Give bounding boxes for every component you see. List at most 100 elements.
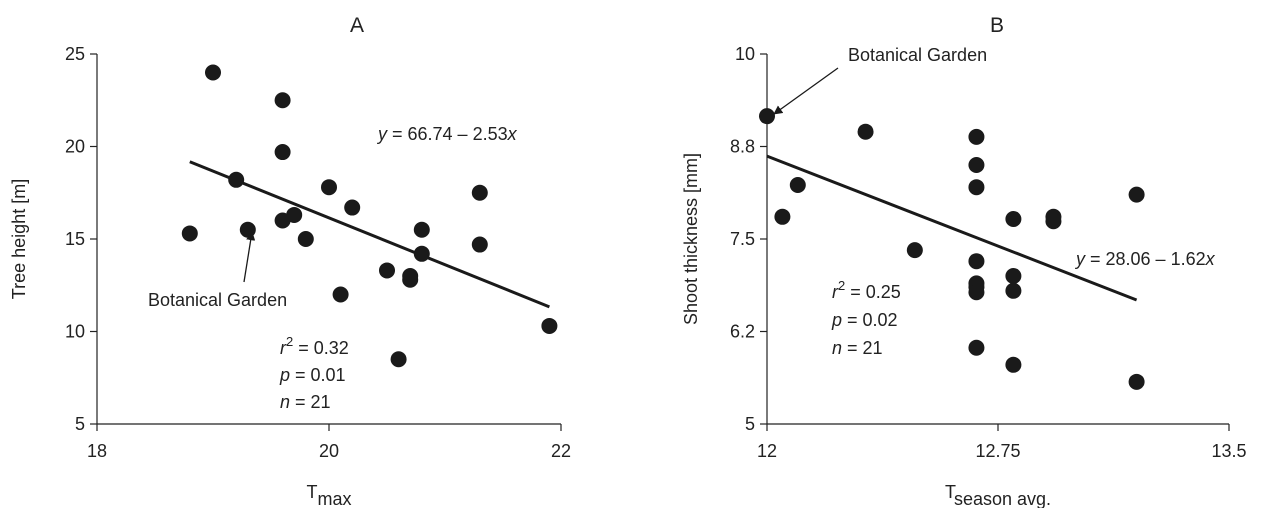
data-point	[332, 286, 349, 303]
stat-variable: r	[280, 338, 287, 358]
equation-y: y	[1074, 249, 1086, 269]
annotation-arrow	[773, 67, 839, 115]
y-tick-label: 20	[65, 137, 85, 157]
equation-x: x	[1205, 249, 1216, 269]
stat-value: = 21	[290, 392, 331, 412]
y-tick-label: 5	[75, 414, 85, 434]
x-axis-label-main: T	[306, 482, 317, 502]
data-point	[968, 179, 985, 196]
equation-body: = 28.06 – 1.62	[1085, 249, 1206, 269]
equation-body: = 66.74 – 2.53	[387, 124, 508, 144]
x-axis-label: Tmax	[306, 482, 351, 508]
y-tick-label: 8.8	[730, 137, 755, 157]
data-point	[968, 284, 985, 301]
x-axis-label: Tseason avg.	[945, 482, 1051, 508]
data-point	[379, 262, 395, 279]
stat-variable: r	[832, 282, 839, 302]
data-point	[1005, 211, 1022, 228]
stat-line: p = 0.01	[279, 365, 346, 385]
data-point	[471, 184, 488, 201]
y-tick-label: 10	[65, 322, 85, 342]
data-point	[286, 206, 303, 223]
equation-y: y	[376, 124, 388, 144]
data-point	[1005, 282, 1022, 299]
data-point	[274, 144, 291, 161]
data-point	[181, 225, 198, 242]
stat-value: = 0.32	[293, 338, 349, 358]
equation-x: x	[507, 124, 518, 144]
data-point	[968, 157, 985, 173]
y-tick-label: 15	[65, 229, 85, 249]
panel-A: A 5 10 15 20 25 18 20 22 Tree height [m] Tmax y = 6…	[9, 14, 571, 508]
data-point	[1005, 356, 1022, 373]
data-point	[205, 64, 221, 81]
data-point	[857, 123, 874, 140]
data-point	[759, 108, 775, 125]
data-point	[274, 92, 291, 109]
stat-value: = 0.25	[845, 282, 901, 302]
panel-B: B 5 6.2 7.5 8.8 10 12 12.75 13.5 Shoot thickness …	[681, 14, 1247, 508]
stat-line: p = 0.02	[831, 310, 898, 330]
x-tick-label: 20	[319, 441, 339, 461]
data-point	[1005, 268, 1022, 284]
stat-superscript: 2	[838, 278, 845, 293]
y-axis-label: Shoot thickness [mm]	[681, 153, 701, 325]
stat-variable: n	[280, 392, 290, 412]
data-point	[413, 245, 430, 262]
data-point	[968, 253, 985, 270]
data-point	[413, 221, 430, 238]
stat-variable: p	[831, 310, 842, 330]
data-point	[1128, 373, 1145, 390]
stat-value: = 0.01	[290, 365, 346, 385]
stat-superscript: 2	[286, 334, 293, 349]
data-point	[297, 231, 314, 247]
y-tick-label: 10	[735, 44, 755, 64]
chart-title: B	[990, 14, 1004, 37]
stat-line: r2 = 0.25	[832, 278, 901, 302]
stat-variable: p	[279, 365, 290, 385]
y-tick-label: 7.5	[730, 229, 755, 249]
stat-line: n = 21	[280, 392, 331, 412]
data-point	[541, 317, 558, 334]
annotation-arrow	[243, 231, 256, 283]
botanical-garden-label: Botanical Garden	[848, 45, 987, 65]
x-tick-label: 12	[757, 441, 777, 461]
x-tick-label: 12.75	[975, 441, 1020, 461]
data-point	[390, 351, 407, 368]
x-tick-label: 13.5	[1211, 441, 1246, 461]
regression-equation: y = 66.74 – 2.53x	[376, 124, 518, 144]
regression-line	[766, 154, 1138, 302]
y-tick-label: 5	[745, 414, 755, 434]
x-axis-label-main: T	[945, 482, 956, 502]
x-tick-label: 22	[551, 441, 571, 461]
data-point	[1128, 186, 1145, 203]
x-tick-label: 18	[87, 441, 107, 461]
data-point	[239, 221, 256, 238]
x-axis-label-subscript: max	[317, 489, 351, 508]
data-point	[228, 171, 245, 188]
stat-line: n = 21	[832, 338, 883, 358]
data-point	[906, 242, 923, 259]
regression-equation: y = 28.06 – 1.62x	[1074, 249, 1216, 269]
chart-title: A	[350, 14, 364, 37]
data-point	[471, 236, 488, 253]
y-tick-label: 6.2	[730, 322, 755, 342]
data-point	[321, 179, 337, 196]
stat-line: r2 = 0.32	[280, 334, 349, 358]
botanical-garden-label: Botanical Garden	[148, 290, 287, 310]
data-point	[774, 208, 791, 225]
data-point	[968, 128, 985, 145]
y-tick-label: 25	[65, 44, 85, 64]
stat-variable: n	[832, 338, 842, 358]
x-axis-label-subscript: season avg.	[954, 489, 1051, 508]
data-point	[789, 176, 806, 193]
y-axis-label: Tree height [m]	[9, 179, 29, 299]
regression-line	[189, 160, 550, 309]
data-point	[968, 339, 985, 356]
stat-value: = 0.02	[842, 310, 898, 330]
data-point	[344, 199, 361, 216]
data-point	[1045, 213, 1062, 230]
stat-value: = 21	[842, 338, 883, 358]
data-point	[402, 271, 419, 288]
